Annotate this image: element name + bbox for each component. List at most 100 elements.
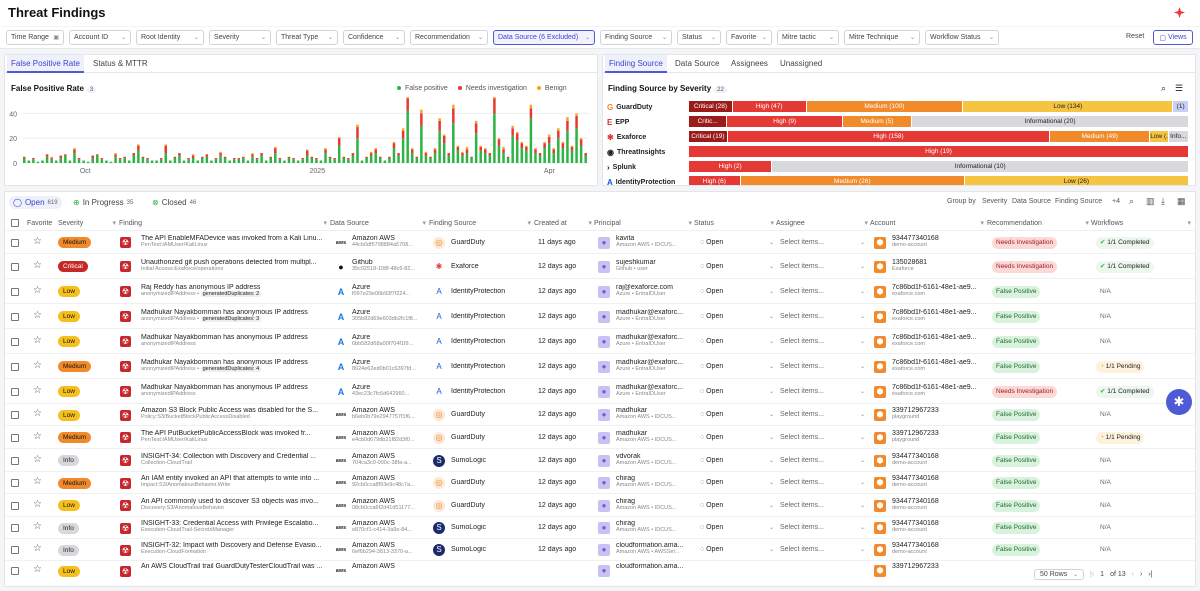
bar-needs-investigation[interactable] xyxy=(442,135,446,144)
bar-false-positive[interactable] xyxy=(534,153,537,163)
account-cell[interactable]: 934477340168 demo-account xyxy=(892,498,978,511)
bar-false-positive[interactable] xyxy=(397,155,400,163)
bar-false-positive[interactable] xyxy=(433,153,437,163)
filter-chip-confidence[interactable]: Confidence ⌄ xyxy=(343,30,405,45)
bar-benign[interactable] xyxy=(552,148,555,150)
tab-open[interactable]: ◯ Open 619 xyxy=(9,196,62,209)
bar-false-positive[interactable] xyxy=(310,158,314,163)
bar-benign[interactable] xyxy=(579,138,583,140)
principal-cell[interactable]: sujeshkumar Github • user xyxy=(616,259,694,272)
bar-needs-investigation[interactable] xyxy=(146,158,149,160)
prev-page-icon[interactable]: ‹ xyxy=(1131,571,1134,578)
severity-segment[interactable]: Critic... xyxy=(689,116,728,127)
bar-needs-investigation[interactable] xyxy=(566,120,569,131)
bar-benign[interactable] xyxy=(511,125,514,129)
bar-false-positive[interactable] xyxy=(429,158,432,163)
filter-chip-recommendation[interactable]: Recommendation ⌄ xyxy=(410,30,488,45)
status-dropdown[interactable]: ◌ Open xyxy=(700,479,723,486)
column-filter-icon[interactable]: ▾ xyxy=(980,220,984,227)
finding-cell[interactable]: Madhukar Nayakbomman has anonymous IP ad… xyxy=(141,334,326,347)
bar-needs-investigation[interactable] xyxy=(474,123,478,134)
bar-false-positive[interactable] xyxy=(296,160,300,163)
bar-needs-investigation[interactable] xyxy=(251,154,254,157)
table-row[interactable]: ☆ Medium ☢ An IAM entity invoked an API tha… xyxy=(5,471,1197,493)
bar-needs-investigation[interactable] xyxy=(301,158,304,160)
bar-benign[interactable] xyxy=(164,144,168,146)
bar-false-positive[interactable] xyxy=(392,148,396,163)
bar-benign[interactable] xyxy=(410,148,414,150)
tab-assignees[interactable]: Assignees xyxy=(731,59,768,68)
finding-cell[interactable]: INSIGHT-33: Credential Access with Privi… xyxy=(141,520,326,533)
bar-needs-investigation[interactable] xyxy=(547,136,551,144)
next-page-icon[interactable]: › xyxy=(1139,571,1143,578)
bar-false-positive[interactable] xyxy=(196,160,199,163)
bar-false-positive[interactable] xyxy=(461,155,464,163)
finding-cell[interactable]: The API PutBucketPublicAccessBlock was i… xyxy=(141,430,326,443)
assignee-select[interactable]: Select items... ⌄ xyxy=(780,457,865,464)
bar-benign[interactable] xyxy=(137,144,140,146)
bar-needs-investigation[interactable] xyxy=(114,154,117,157)
bar-false-positive[interactable] xyxy=(201,158,204,163)
bar-false-positive[interactable] xyxy=(566,130,569,163)
principal-cell[interactable]: kavita Amazon AWS • IDCUS... xyxy=(616,235,694,248)
principal-cell[interactable]: vdvorak Amazon AWS • IDCUS... xyxy=(616,453,694,466)
bar-needs-investigation[interactable] xyxy=(164,145,168,154)
status-dropdown[interactable]: ◌ Open xyxy=(700,313,723,320)
principal-cell[interactable]: madhukar Amazon AWS • IDCUS... xyxy=(616,430,694,443)
principal-cell[interactable]: chirag Amazon AWS • IDCUS... xyxy=(616,520,694,533)
severity-segment[interactable]: High (9) xyxy=(727,116,843,127)
bar-needs-investigation[interactable] xyxy=(337,138,341,146)
bar-needs-investigation[interactable] xyxy=(77,158,81,160)
filter-chip-data-source-6-excluded-[interactable]: Data Source (6 Excluded) ⌄ xyxy=(493,30,595,45)
bar-benign[interactable] xyxy=(424,151,428,154)
column-filter-icon[interactable]: ▾ xyxy=(422,220,426,227)
tab-unassigned[interactable]: Unassigned xyxy=(780,59,823,68)
column-header-created-at[interactable]: Created at ▾ xyxy=(534,216,592,230)
bar-false-positive[interactable] xyxy=(50,159,53,163)
bar-false-positive[interactable] xyxy=(538,155,542,163)
account-cell[interactable]: 7c86bd1f-6161-48e1-ae9... exaforce.com xyxy=(892,334,978,347)
status-dropdown[interactable]: ◌ Open xyxy=(700,502,723,509)
bar-false-positive[interactable] xyxy=(205,156,209,163)
bar-false-positive[interactable] xyxy=(114,156,117,163)
bar-false-positive[interactable] xyxy=(27,160,31,163)
bar-benign[interactable] xyxy=(306,149,309,151)
bar-false-positive[interactable] xyxy=(73,153,76,163)
finding-cell[interactable]: An API commonly used to discover S3 obje… xyxy=(141,498,326,511)
severity-segment[interactable]: High (19) xyxy=(689,146,1189,157)
bar-false-positive[interactable] xyxy=(164,153,168,163)
row-checkbox[interactable] xyxy=(11,433,19,442)
table-row[interactable]: ☆ Low ☢ Madhukar Nayakbomman has anonymous … xyxy=(5,378,1197,403)
severity-segment[interactable]: High (2) xyxy=(689,161,773,172)
severity-segment[interactable]: Informational (10) xyxy=(772,161,1189,172)
column-filter-icon[interactable]: ▾ xyxy=(527,220,531,227)
tab-closed[interactable]: ⊗ Closed 46 xyxy=(152,196,196,209)
favorite-star-icon[interactable]: ☆ xyxy=(33,334,42,346)
bar-false-positive[interactable] xyxy=(406,110,409,163)
bar-benign[interactable] xyxy=(566,117,569,121)
bar-false-positive[interactable] xyxy=(579,145,583,163)
bar-needs-investigation[interactable] xyxy=(369,153,373,156)
column-filter-icon[interactable]: ▾ xyxy=(323,220,327,227)
bar-false-positive[interactable] xyxy=(447,155,451,163)
bar-needs-investigation[interactable] xyxy=(292,158,295,160)
severity-segment[interactable]: Medium (49) xyxy=(1050,131,1151,142)
tab-finding-source[interactable]: Finding Source xyxy=(605,55,667,73)
bar-needs-investigation[interactable] xyxy=(278,158,282,160)
bar-false-positive[interactable] xyxy=(109,161,113,163)
bar-false-positive[interactable] xyxy=(547,143,551,163)
bar-benign[interactable] xyxy=(438,118,441,121)
assignee-select[interactable]: Select items... ⌄ xyxy=(780,479,865,486)
bar-false-positive[interactable] xyxy=(187,159,190,163)
severity-segment[interactable]: Medium (26) xyxy=(740,176,965,185)
bar-needs-investigation[interactable] xyxy=(137,145,140,151)
bar-false-positive[interactable] xyxy=(474,133,478,163)
bar-benign[interactable] xyxy=(251,153,254,155)
column-filter-icon[interactable]: ▾ xyxy=(864,220,868,227)
bar-needs-investigation[interactable] xyxy=(401,130,405,139)
finding-cell[interactable]: The API EnableMFADevice was invoked from… xyxy=(141,235,326,248)
bar-false-positive[interactable] xyxy=(82,160,85,163)
bar-false-positive[interactable] xyxy=(45,156,49,163)
bar-false-positive[interactable] xyxy=(570,150,574,163)
bar-false-positive[interactable] xyxy=(410,153,414,163)
